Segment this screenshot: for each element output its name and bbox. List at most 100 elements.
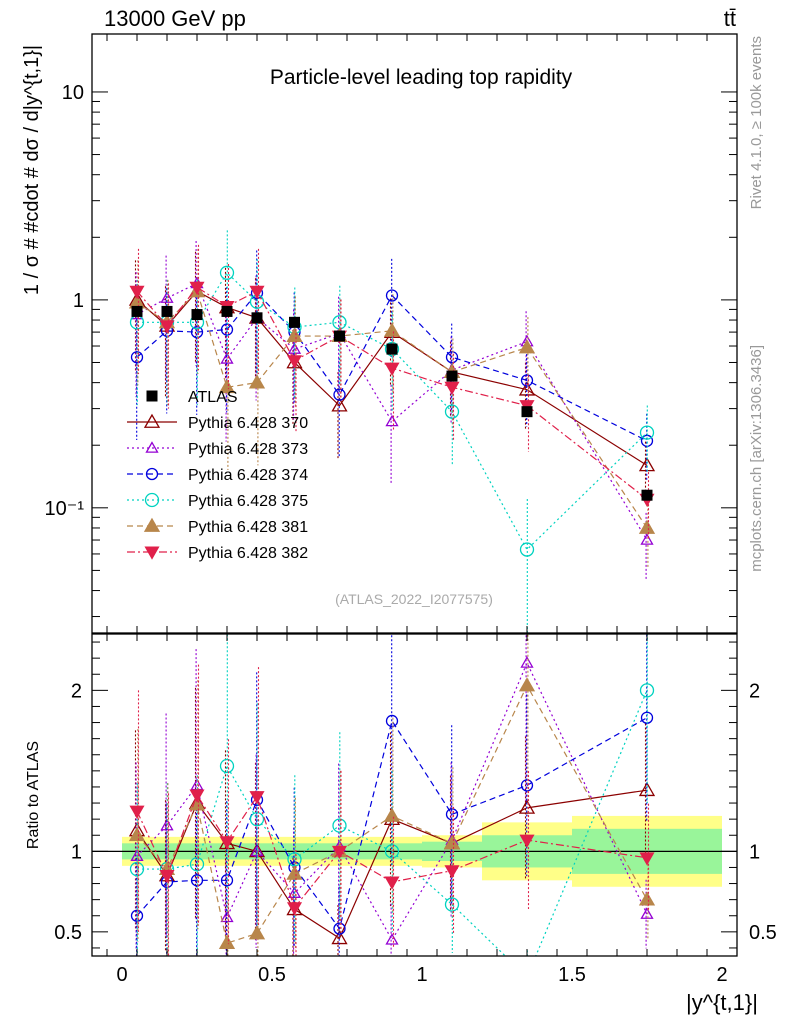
legend-marker xyxy=(143,413,161,428)
ratio-data-point xyxy=(248,925,266,940)
ratio-y-tick-label-right: 2 xyxy=(749,680,760,702)
legend-marker xyxy=(145,467,159,481)
ratio-y-axis-title: Ratio to ATLAS xyxy=(25,741,42,849)
ratio-data-point xyxy=(130,909,144,922)
main-frame xyxy=(91,33,738,634)
data-point xyxy=(286,355,303,369)
x-tick-label: 1.5 xyxy=(558,964,586,986)
ratio-data-point xyxy=(159,870,175,884)
legend-entry-3: Pythia 6.428 375 xyxy=(127,492,308,510)
data-point xyxy=(130,351,144,364)
ratio-series-4 xyxy=(128,634,656,956)
ratio-data-point xyxy=(638,891,656,906)
ratio-series-1 xyxy=(130,634,654,956)
reference-point xyxy=(641,489,653,501)
reference-point xyxy=(131,305,143,317)
legend-label: Pythia 6.428 370 xyxy=(188,415,308,432)
ratio-y-tick-label: 1 xyxy=(71,841,82,863)
y-tick-label: 10 xyxy=(62,82,84,104)
ratio-data-point xyxy=(219,758,235,774)
series-line xyxy=(136,290,648,529)
ratio-data-point xyxy=(286,902,303,916)
ratio-data-point xyxy=(519,834,535,848)
legend-marker xyxy=(143,517,161,532)
header-right: tt̄ xyxy=(724,6,736,31)
legend-entry-atlas: ATLAS xyxy=(146,389,238,406)
legend-marker xyxy=(144,546,160,560)
data-point xyxy=(638,519,656,534)
data-point xyxy=(129,285,145,299)
ratio-data-point xyxy=(518,799,536,814)
data-point xyxy=(385,414,399,427)
data-point xyxy=(639,425,655,440)
ratio-data-point xyxy=(520,779,534,792)
data-point xyxy=(640,434,654,447)
data-point xyxy=(218,378,236,394)
reference-point xyxy=(251,312,263,324)
ratio-y-tick-label-right: 0.5 xyxy=(749,922,777,944)
y-tick-label: 1 xyxy=(73,290,84,312)
ratio-data-point xyxy=(219,836,235,850)
reference-point xyxy=(161,305,173,317)
ratio-data-point xyxy=(331,845,348,860)
data-point xyxy=(159,320,175,334)
reference-point xyxy=(221,305,233,317)
ratio-y-tick-label-right: 1 xyxy=(749,841,760,863)
legend-label: ATLAS xyxy=(188,389,238,406)
mcplots-label: mcplots.cern.ch [arXiv:1306.3436] xyxy=(748,345,765,572)
legend-marker xyxy=(146,390,158,402)
data-point xyxy=(220,352,234,364)
legend: ATLAS Pythia 6.428 370 Pythia 6.428 373 Pyt… xyxy=(127,389,308,562)
data-point xyxy=(445,351,459,364)
ratio-data-point xyxy=(384,844,400,859)
ratio-data-point xyxy=(190,778,204,791)
data-point xyxy=(249,285,265,299)
ratio-data-point xyxy=(445,808,459,821)
legend-entry-2: Pythia 6.428 374 xyxy=(127,467,308,484)
ratio-data-point xyxy=(521,970,534,983)
x-axis-title: |y^{t,1}| xyxy=(686,990,758,1015)
ratio-uncertainty-bands xyxy=(92,815,737,887)
x-tick-label: 2 xyxy=(716,964,727,986)
ratio-y-tick-label: 0.5 xyxy=(54,922,82,944)
ratio-y-tick-label: 2 xyxy=(71,680,82,702)
data-point xyxy=(384,362,400,376)
ratio-data-point xyxy=(639,683,655,698)
legend-label: Pythia 6.428 382 xyxy=(188,545,308,562)
ratio-series-line xyxy=(136,793,648,909)
main-plot-layer xyxy=(128,230,656,633)
data-point xyxy=(219,265,235,280)
ratio-series-3 xyxy=(129,634,655,983)
ratio-data-point xyxy=(129,861,145,877)
ratio-series-line xyxy=(137,690,648,956)
ratio-data-point xyxy=(249,791,265,805)
data-point xyxy=(638,457,656,472)
ratio-data-point xyxy=(444,865,460,879)
ratio-data-point xyxy=(189,857,205,872)
data-point xyxy=(444,381,460,395)
ratio-series-line xyxy=(136,661,648,942)
data-point xyxy=(383,322,401,337)
data-point xyxy=(248,374,266,389)
data-point xyxy=(385,289,399,302)
x-tick-label: 0 xyxy=(116,964,127,986)
analysis-watermark: (ATLAS_2022_I2077575) xyxy=(335,591,493,607)
legend-entry-4: Pythia 6.428 381 xyxy=(127,517,308,536)
data-point xyxy=(519,542,535,557)
legend-entry-0: Pythia 6.428 370 xyxy=(127,413,308,432)
series-1 xyxy=(130,240,654,579)
ratio-data-point xyxy=(129,805,145,819)
rivet-label: Rivet 4.1.0, ≥ 100k events xyxy=(748,36,765,209)
ratio-data-point xyxy=(218,934,236,950)
legend-entry-5: Pythia 6.428 382 xyxy=(127,545,308,562)
data-point xyxy=(333,388,346,401)
ratio-data-point xyxy=(385,714,399,728)
ratio-series-5 xyxy=(129,664,655,956)
data-point xyxy=(518,339,536,354)
data-point xyxy=(384,341,400,357)
ratio-data-point xyxy=(639,852,655,866)
data-point xyxy=(520,374,534,387)
reference-point xyxy=(521,406,533,418)
reference-point xyxy=(446,370,458,382)
ratio-frame xyxy=(91,633,738,957)
